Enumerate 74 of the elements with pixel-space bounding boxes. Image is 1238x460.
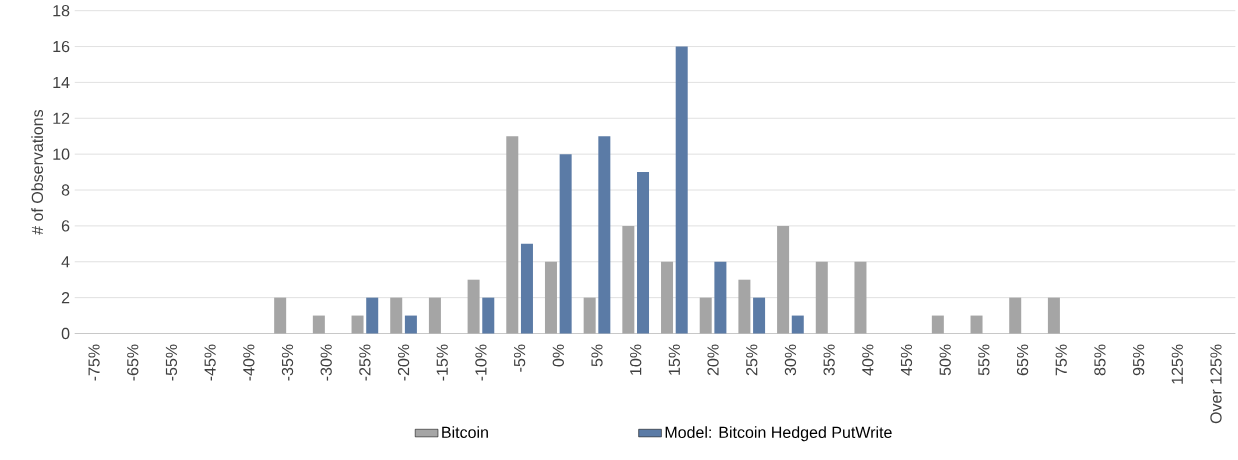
bar bbox=[791, 315, 804, 334]
bar bbox=[274, 297, 287, 334]
x-tick-label: 0% bbox=[552, 344, 564, 367]
bar bbox=[520, 243, 533, 334]
bar bbox=[970, 315, 983, 334]
x-tick-label: 35% bbox=[823, 344, 835, 376]
bar bbox=[544, 261, 557, 334]
bar bbox=[312, 315, 325, 334]
x-tick-label: -55% bbox=[165, 344, 178, 381]
x-tick-label: 10% bbox=[630, 344, 642, 375]
bar bbox=[1009, 297, 1022, 334]
bar bbox=[428, 297, 441, 334]
x-tick-label: -30% bbox=[320, 344, 332, 381]
bar bbox=[637, 171, 650, 334]
y-tick-label: 8 bbox=[61, 184, 70, 196]
x-tick-label: -40% bbox=[243, 344, 255, 381]
bar bbox=[815, 261, 828, 334]
bar bbox=[467, 279, 480, 334]
x-tick-label: 55% bbox=[978, 344, 990, 376]
x-tick-label: 75% bbox=[1055, 344, 1067, 376]
x-tick-label: -15% bbox=[436, 344, 448, 381]
x-tick-label: 85% bbox=[1094, 344, 1106, 376]
x-tick-label: 95% bbox=[1132, 344, 1145, 376]
bar bbox=[699, 297, 712, 334]
bar bbox=[482, 297, 495, 334]
y-tick-label: 2 bbox=[61, 291, 70, 304]
bar bbox=[738, 279, 751, 334]
y-tick-label: 0 bbox=[61, 327, 70, 340]
bar bbox=[583, 297, 596, 334]
y-axis-title: # of Observations bbox=[31, 109, 44, 235]
x-tick-label: -65% bbox=[127, 344, 139, 381]
x-tick-label: 45% bbox=[900, 344, 913, 376]
x-tick-label: 25% bbox=[746, 344, 758, 376]
bar bbox=[559, 154, 572, 334]
bar bbox=[1047, 297, 1060, 334]
y-tick-label: 6 bbox=[61, 220, 70, 232]
legend-label: Bitcoin bbox=[442, 426, 488, 438]
x-tick-label: -20% bbox=[397, 344, 410, 381]
bar bbox=[390, 297, 403, 334]
bar bbox=[675, 46, 688, 334]
x-tick-label: 50% bbox=[939, 344, 951, 376]
x-tick-label: 5% bbox=[591, 344, 603, 367]
bar bbox=[366, 297, 379, 334]
bar bbox=[598, 136, 611, 334]
x-tick-label: 40% bbox=[862, 344, 874, 376]
bar bbox=[351, 315, 364, 334]
x-tick-label: 65% bbox=[1016, 344, 1029, 376]
bar bbox=[404, 315, 417, 334]
bar bbox=[714, 261, 727, 334]
bar bbox=[622, 225, 635, 334]
y-tick-label: 14 bbox=[53, 76, 70, 88]
x-tick-label: -75% bbox=[88, 344, 100, 381]
bar bbox=[931, 315, 944, 334]
x-tick-label: -45% bbox=[204, 344, 216, 381]
x-tick-label: 15% bbox=[668, 344, 680, 375]
y-tick-label: 18 bbox=[53, 4, 70, 17]
bar bbox=[777, 225, 790, 334]
x-tick-label: 30% bbox=[784, 344, 797, 376]
x-tick-label: 125% bbox=[1171, 344, 1183, 384]
bar bbox=[854, 261, 867, 334]
bar bbox=[506, 136, 519, 334]
x-tick-label: -10% bbox=[475, 344, 487, 381]
x-tick-label: -35% bbox=[281, 344, 294, 381]
bar bbox=[753, 297, 766, 334]
legend-label: Model: Bitcoin Hedged PutWrite bbox=[665, 426, 892, 442]
y-tick-label: 4 bbox=[61, 256, 70, 268]
bar bbox=[661, 261, 674, 334]
x-tick-label: 20% bbox=[707, 344, 719, 376]
x-tick-label: -5% bbox=[513, 344, 526, 372]
y-tick-label: 10 bbox=[53, 148, 70, 160]
y-tick-label: 12 bbox=[53, 112, 70, 124]
x-tick-label: Over 125% bbox=[1210, 344, 1222, 424]
x-tick-label: -25% bbox=[359, 344, 371, 381]
y-tick-label: 16 bbox=[53, 40, 70, 53]
